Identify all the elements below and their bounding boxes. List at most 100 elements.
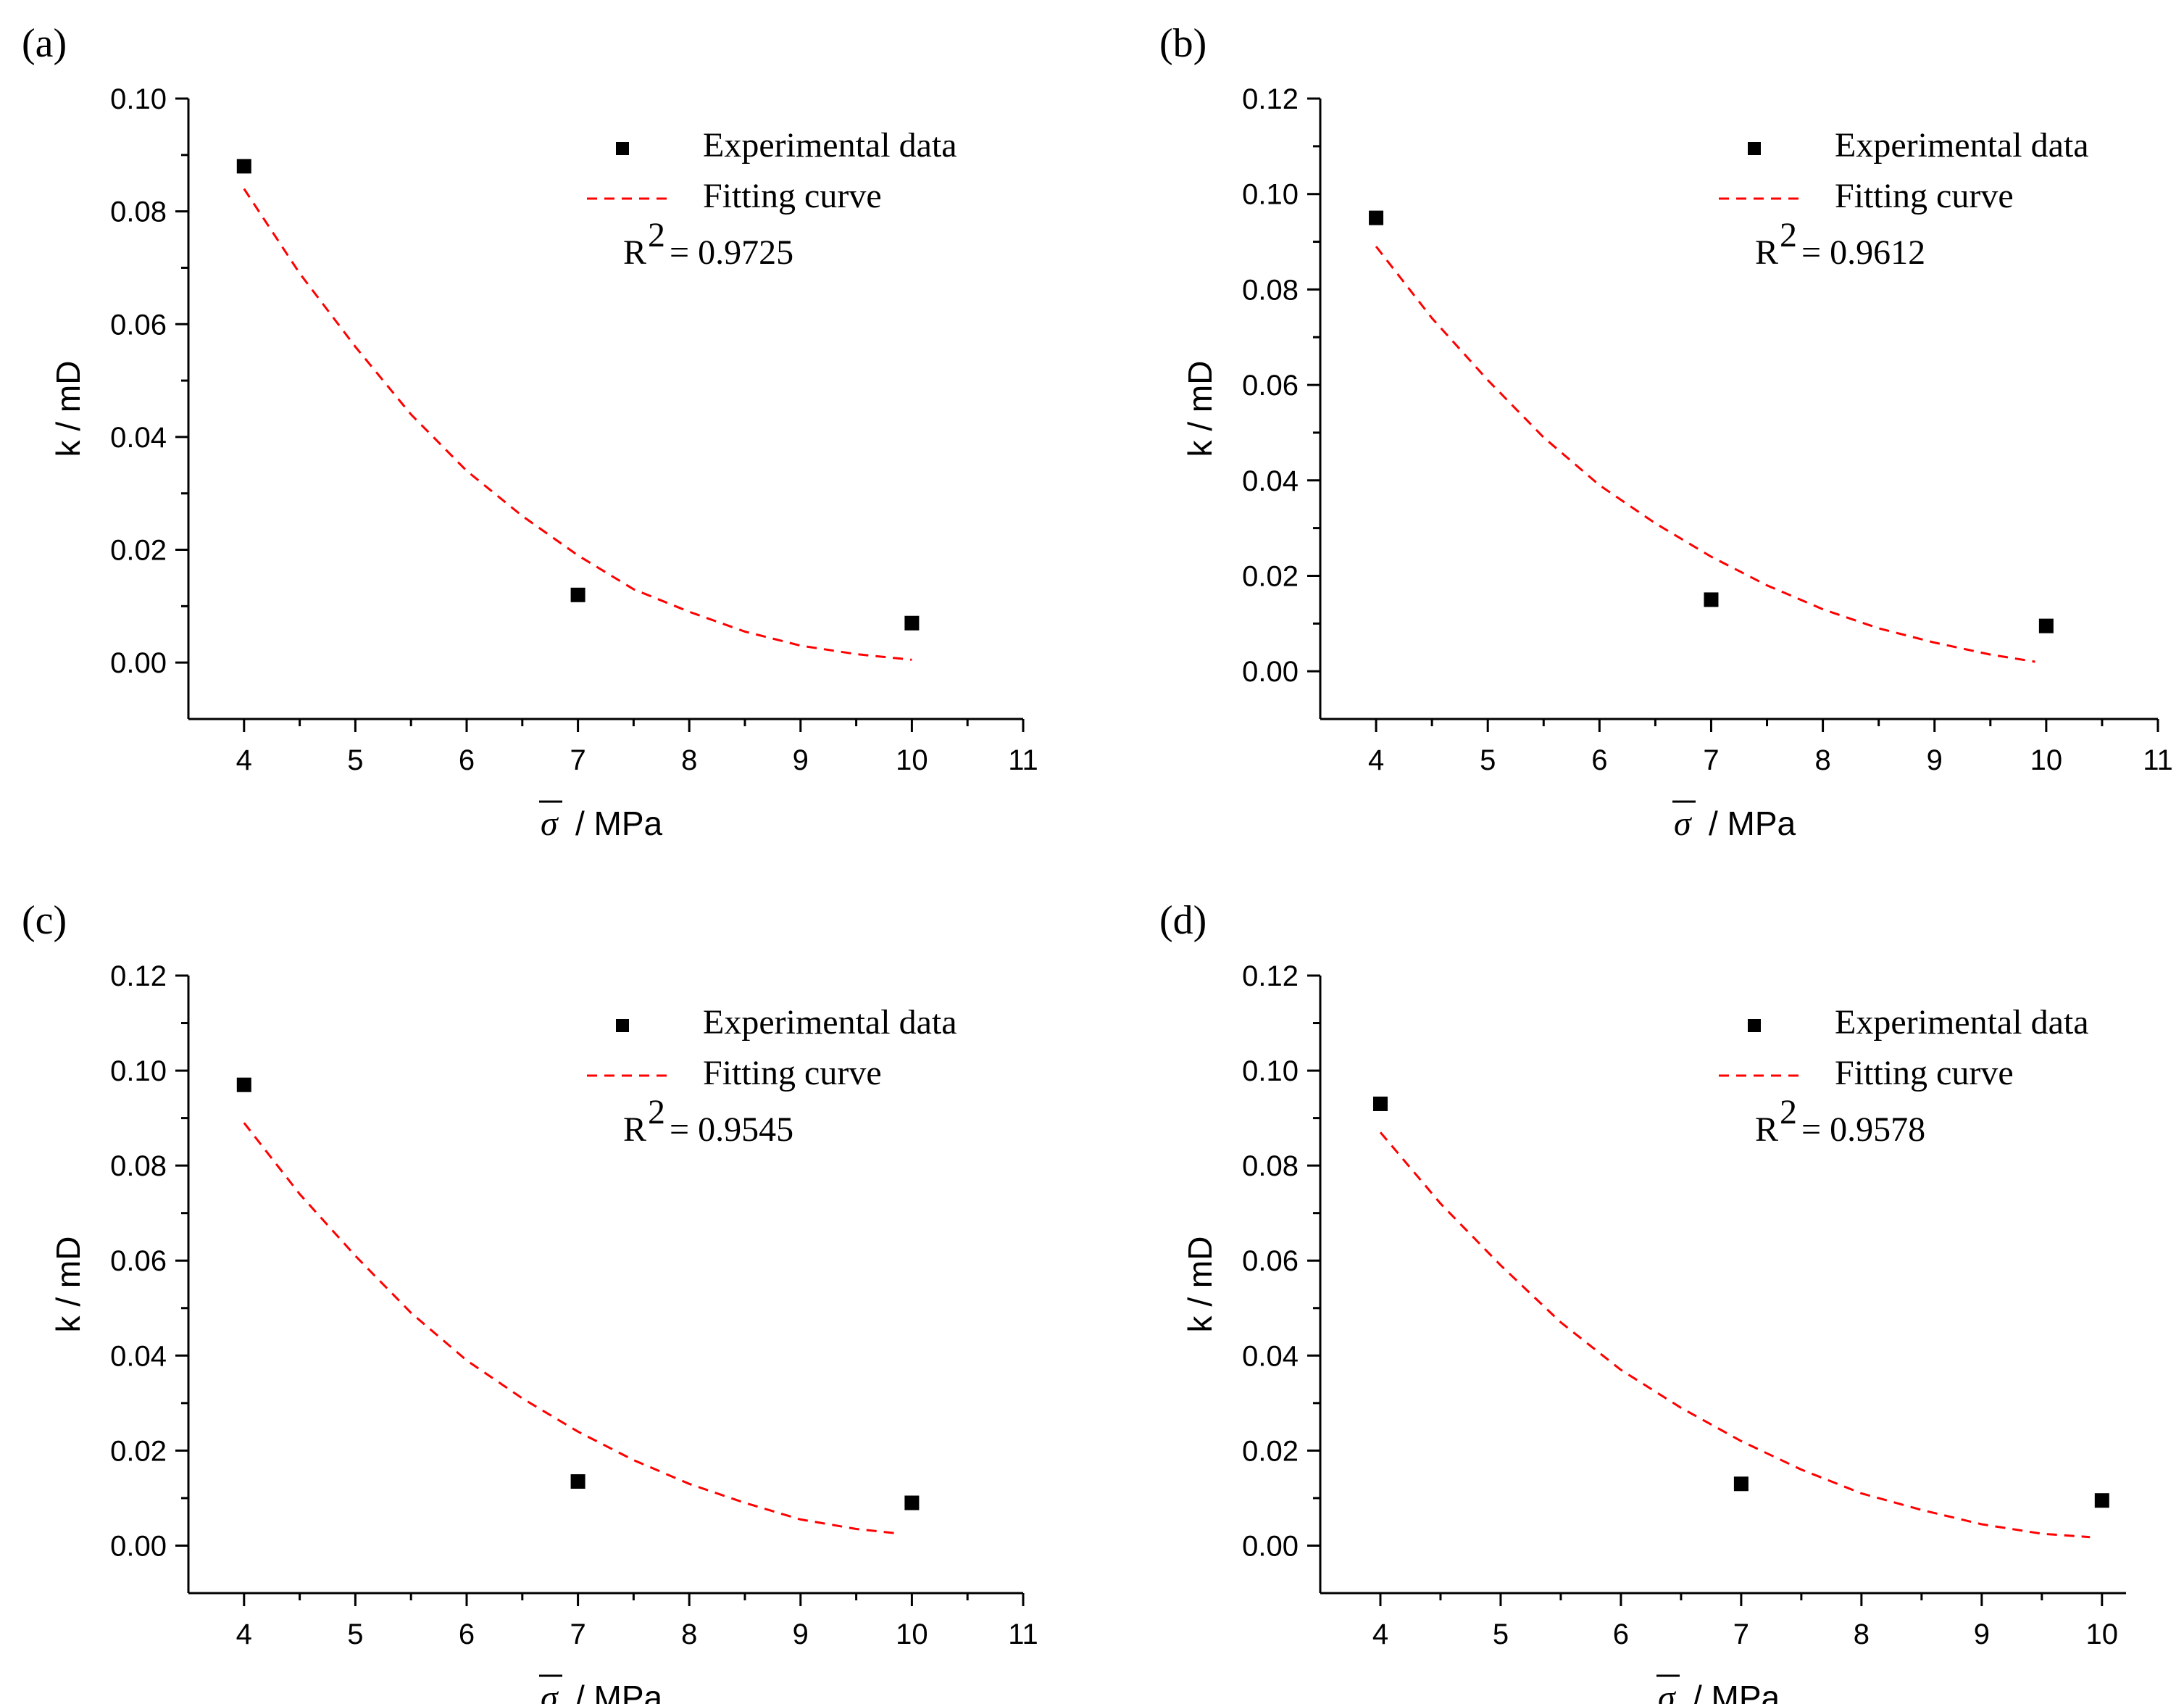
x-tick-label: 6	[459, 1618, 475, 1650]
r2-exponent: 2	[648, 1093, 665, 1131]
x-axis-unit: / MPa	[575, 805, 663, 842]
x-tick-label: 9	[793, 744, 809, 776]
legend-marker-icon	[616, 142, 629, 155]
x-tick-label: 4	[1368, 744, 1384, 776]
x-tick-label: 10	[896, 744, 928, 776]
x-tick-label: 6	[1613, 1618, 1629, 1650]
y-axis-title: k / mD	[49, 361, 87, 457]
legend-marker-icon	[1748, 1019, 1761, 1032]
data-point	[1733, 1476, 1749, 1492]
y-tick-label: 0.12	[1242, 83, 1299, 115]
data-point	[1372, 1096, 1388, 1111]
fitting-curve	[1375, 246, 2035, 663]
y-tick-label: 0.08	[110, 196, 167, 228]
data-point	[904, 1495, 920, 1510]
sigma-symbol: σ	[541, 1679, 559, 1704]
y-tick-label: 0.08	[1242, 274, 1299, 306]
x-tick-label: 10	[2030, 744, 2063, 776]
data-point	[236, 159, 251, 174]
x-axis-unit: / MPa	[1709, 805, 1796, 842]
x-tick-label: 11	[1008, 744, 1038, 776]
legend-marker-icon	[616, 1019, 629, 1032]
legend-label-experimental: Experimental data	[703, 126, 957, 165]
r2-prefix: R	[1755, 1110, 1778, 1149]
x-tick-label: 11	[2143, 744, 2173, 776]
y-tick-label: 0.12	[110, 960, 167, 992]
legend-label-fitting: Fitting curve	[703, 177, 882, 215]
y-tick-label: 0.00	[1242, 656, 1299, 688]
fitting-curve	[243, 1122, 901, 1535]
x-tick-label: 9	[1927, 744, 1943, 776]
x-tick-label: 9	[793, 1618, 809, 1650]
x-tick-label: 8	[681, 744, 697, 776]
legend-label-experimental: Experimental data	[1835, 126, 2089, 165]
r2-value: = 0.9725	[670, 233, 793, 272]
r2-exponent: 2	[1780, 1093, 1797, 1131]
r2-value: = 0.9578	[1801, 1110, 1925, 1149]
y-tick-label: 0.08	[1242, 1150, 1299, 1182]
y-tick-label: 0.04	[110, 1340, 167, 1372]
data-point	[570, 1474, 585, 1489]
fitting-curve	[243, 188, 912, 661]
x-tick-label: 10	[2086, 1618, 2119, 1650]
x-tick-label: 7	[1703, 744, 1719, 776]
chart-panel-c: (c) 0.00 0.02 0.04 0.06 0.08 0.10 0.12 4 5 6 7 8 9 10 1…	[22, 898, 1038, 1704]
y-tick-label: 0.00	[110, 1530, 167, 1562]
data-point	[1704, 592, 1719, 607]
x-tick-label: 7	[1733, 1618, 1749, 1650]
y-tick-label: 0.10	[1242, 1055, 1299, 1087]
data-point	[570, 587, 585, 602]
panel-label: (b)	[1159, 21, 1206, 66]
legend-marker-icon	[1748, 142, 1761, 155]
x-tick-label: 6	[1591, 744, 1607, 776]
y-tick-label: 0.00	[1242, 1530, 1299, 1562]
x-tick-label: 4	[236, 1618, 252, 1650]
y-tick-label: 0.04	[1242, 1340, 1299, 1372]
x-tick-label: 7	[570, 1618, 585, 1650]
y-tick-label: 0.00	[110, 647, 167, 679]
y-axis-title: k / mD	[49, 1237, 87, 1333]
y-tick-label: 0.04	[1242, 465, 1299, 497]
data-point	[2038, 618, 2054, 633]
fitting-curve	[1379, 1131, 2091, 1539]
y-tick-label: 0.06	[1242, 1245, 1299, 1277]
x-tick-label: 5	[1493, 1618, 1509, 1650]
chart-panel-d: (d) 0.00 0.02 0.04 0.06 0.08 0.10 0.12 4 5 6 7 8 9 10 k…	[1159, 898, 2126, 1704]
x-tick-label: 8	[681, 1618, 697, 1650]
panel-label: (c)	[22, 898, 67, 943]
x-tick-label: 9	[1974, 1618, 1990, 1650]
data-point	[236, 1077, 251, 1092]
r2-prefix: R	[1755, 233, 1778, 272]
panel-label: (a)	[22, 21, 67, 66]
y-tick-label: 0.02	[110, 535, 167, 567]
chart-panel-a: (a) 0.00 0.02 0.04 0.06 0.08 0.10 4 5 6 7 8 9 10 11 k /…	[22, 21, 1038, 843]
data-point	[904, 615, 920, 631]
legend-label-fitting: Fitting curve	[703, 1054, 882, 1092]
panel-label: (d)	[1159, 898, 1206, 943]
sigma-symbol: σ	[541, 805, 559, 843]
x-axis-unit: / MPa	[1693, 1679, 1780, 1704]
x-axis-unit: / MPa	[575, 1679, 663, 1704]
x-tick-label: 8	[1854, 1618, 1870, 1650]
chart-panel-b: (b) 0.00 0.02 0.04 0.06 0.08 0.10 0.12 4 5 6 7 8 9 10 1…	[1159, 21, 2173, 843]
x-tick-label: 7	[570, 744, 585, 776]
x-tick-label: 6	[459, 744, 475, 776]
y-tick-label: 0.10	[110, 83, 167, 115]
r2-value: = 0.9612	[1801, 233, 1925, 272]
y-tick-label: 0.02	[110, 1435, 167, 1467]
r2-value: = 0.9545	[670, 1110, 793, 1149]
y-tick-label: 0.06	[110, 1245, 167, 1277]
x-tick-label: 5	[347, 744, 363, 776]
x-tick-label: 11	[1008, 1618, 1038, 1650]
y-tick-label: 0.06	[110, 309, 167, 341]
r2-prefix: R	[623, 233, 646, 272]
y-axis-title: k / mD	[1181, 1237, 1219, 1333]
r2-exponent: 2	[1780, 216, 1797, 254]
r2-exponent: 2	[648, 216, 665, 254]
y-tick-label: 0.02	[1242, 560, 1299, 592]
y-tick-label: 0.06	[1242, 370, 1299, 402]
y-tick-label: 0.08	[110, 1150, 167, 1182]
x-tick-label: 10	[896, 1618, 928, 1650]
y-tick-label: 0.10	[110, 1055, 167, 1087]
